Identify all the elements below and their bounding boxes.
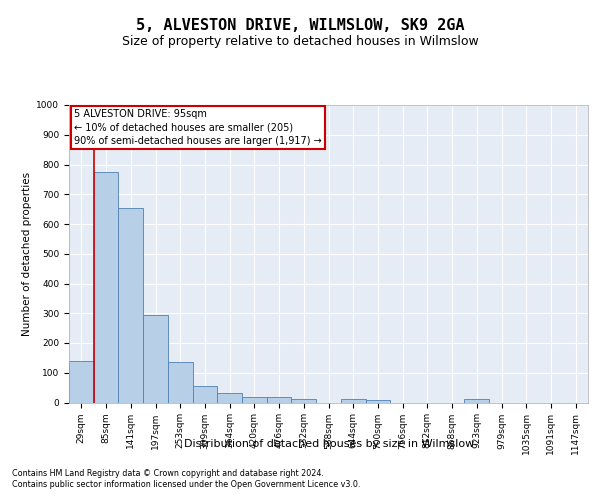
Bar — [118, 208, 143, 402]
Bar — [242, 396, 267, 402]
Text: Contains HM Land Registry data © Crown copyright and database right 2024.: Contains HM Land Registry data © Crown c… — [12, 469, 324, 478]
Bar — [292, 399, 316, 402]
Text: 5 ALVESTON DRIVE: 95sqm
← 10% of detached houses are smaller (205)
90% of semi-d: 5 ALVESTON DRIVE: 95sqm ← 10% of detache… — [74, 110, 322, 146]
Bar — [464, 399, 489, 402]
Bar — [69, 361, 94, 403]
Y-axis label: Number of detached properties: Number of detached properties — [22, 172, 32, 336]
Text: Distribution of detached houses by size in Wilmslow: Distribution of detached houses by size … — [184, 439, 474, 449]
Text: Contains public sector information licensed under the Open Government Licence v3: Contains public sector information licen… — [12, 480, 361, 489]
Bar — [193, 386, 217, 402]
Text: 5, ALVESTON DRIVE, WILMSLOW, SK9 2GA: 5, ALVESTON DRIVE, WILMSLOW, SK9 2GA — [136, 18, 464, 32]
Text: Size of property relative to detached houses in Wilmslow: Size of property relative to detached ho… — [122, 35, 478, 48]
Bar — [217, 392, 242, 402]
Bar — [267, 396, 292, 402]
Bar — [94, 172, 118, 402]
Bar — [143, 314, 168, 402]
Bar — [341, 399, 365, 402]
Bar — [168, 362, 193, 403]
Bar — [365, 400, 390, 402]
